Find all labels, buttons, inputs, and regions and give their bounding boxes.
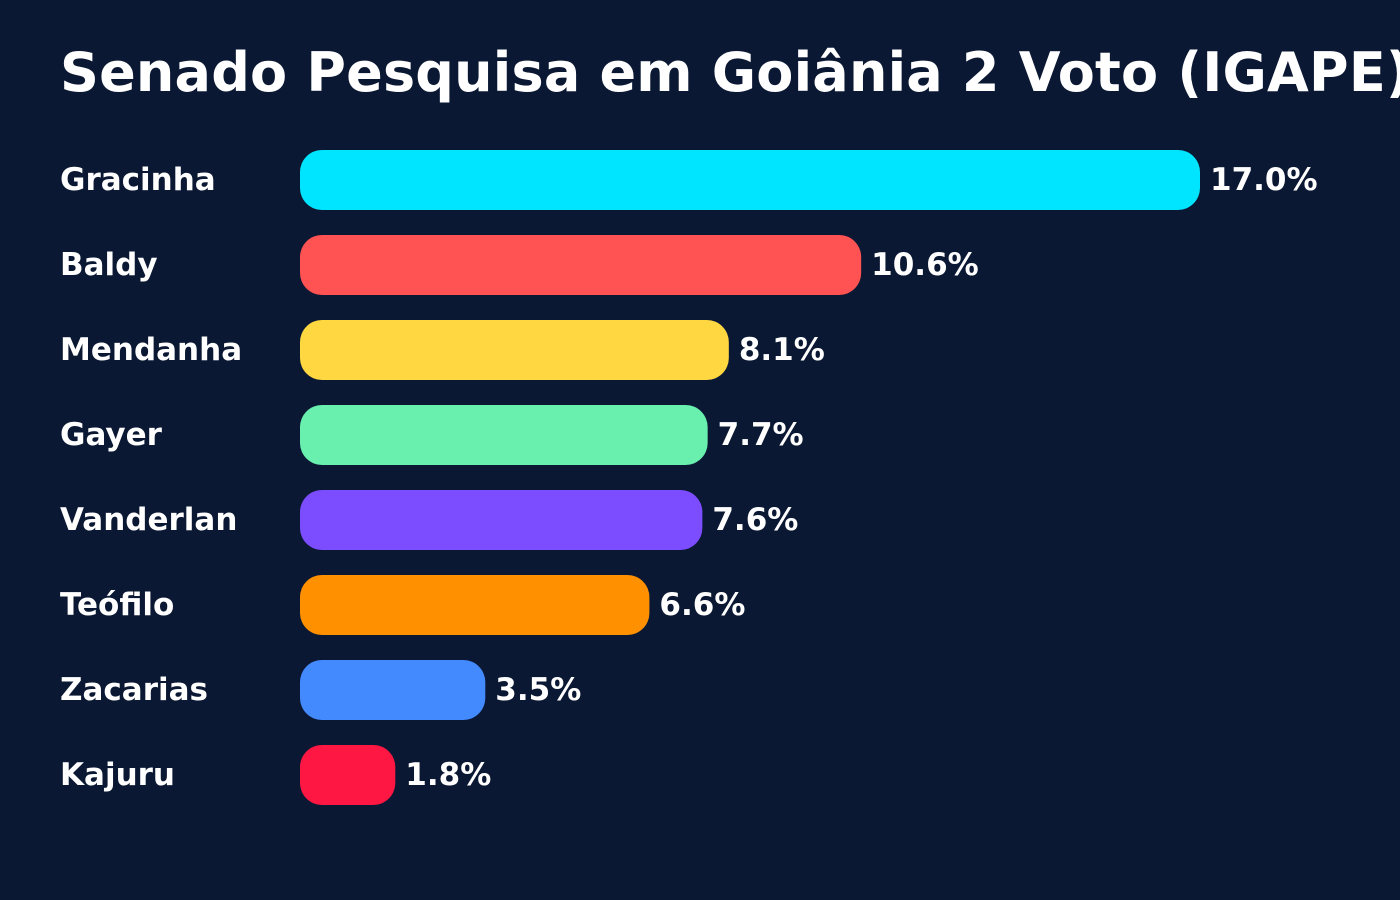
value-label: 6.6% bbox=[659, 587, 745, 623]
bar bbox=[300, 660, 486, 720]
bar bbox=[300, 745, 396, 805]
category-label: Kajuru bbox=[60, 757, 175, 793]
bar-row: Gayer 7.7% bbox=[60, 405, 804, 465]
bar-row: Teófilo 6.6% bbox=[60, 575, 745, 635]
bar-row: Mendanha 8.1% bbox=[60, 320, 825, 380]
bar bbox=[300, 405, 708, 465]
value-label: 1.8% bbox=[405, 757, 491, 793]
bar-row: Zacarias 3.5% bbox=[60, 660, 581, 720]
category-label: Zacarias bbox=[60, 672, 208, 708]
bar-row: Vanderlan 7.6% bbox=[60, 490, 798, 550]
bar bbox=[300, 490, 703, 550]
bar bbox=[300, 150, 1200, 210]
chart-title: Senado Pesquisa em Goiânia 2 Voto (IGAPE… bbox=[60, 41, 1400, 104]
value-label: 3.5% bbox=[495, 672, 581, 708]
bar bbox=[300, 235, 862, 295]
category-label: Vanderlan bbox=[60, 502, 237, 538]
category-label: Gracinha bbox=[60, 162, 216, 198]
category-label: Baldy bbox=[60, 247, 158, 283]
bar-row: Baldy 10.6% bbox=[60, 235, 979, 295]
category-label: Teófilo bbox=[60, 587, 174, 623]
category-label: Gayer bbox=[60, 417, 163, 453]
category-label: Mendanha bbox=[60, 332, 242, 368]
bar-row: Kajuru 1.8% bbox=[60, 745, 491, 805]
bar bbox=[300, 575, 650, 635]
bar-row: Gracinha 17.0% bbox=[60, 150, 1318, 210]
value-label: 7.7% bbox=[718, 417, 804, 453]
bar bbox=[300, 320, 729, 380]
value-label: 17.0% bbox=[1210, 162, 1318, 198]
value-label: 8.1% bbox=[739, 332, 825, 368]
value-label: 7.6% bbox=[712, 502, 798, 538]
value-label: 10.6% bbox=[871, 247, 979, 283]
